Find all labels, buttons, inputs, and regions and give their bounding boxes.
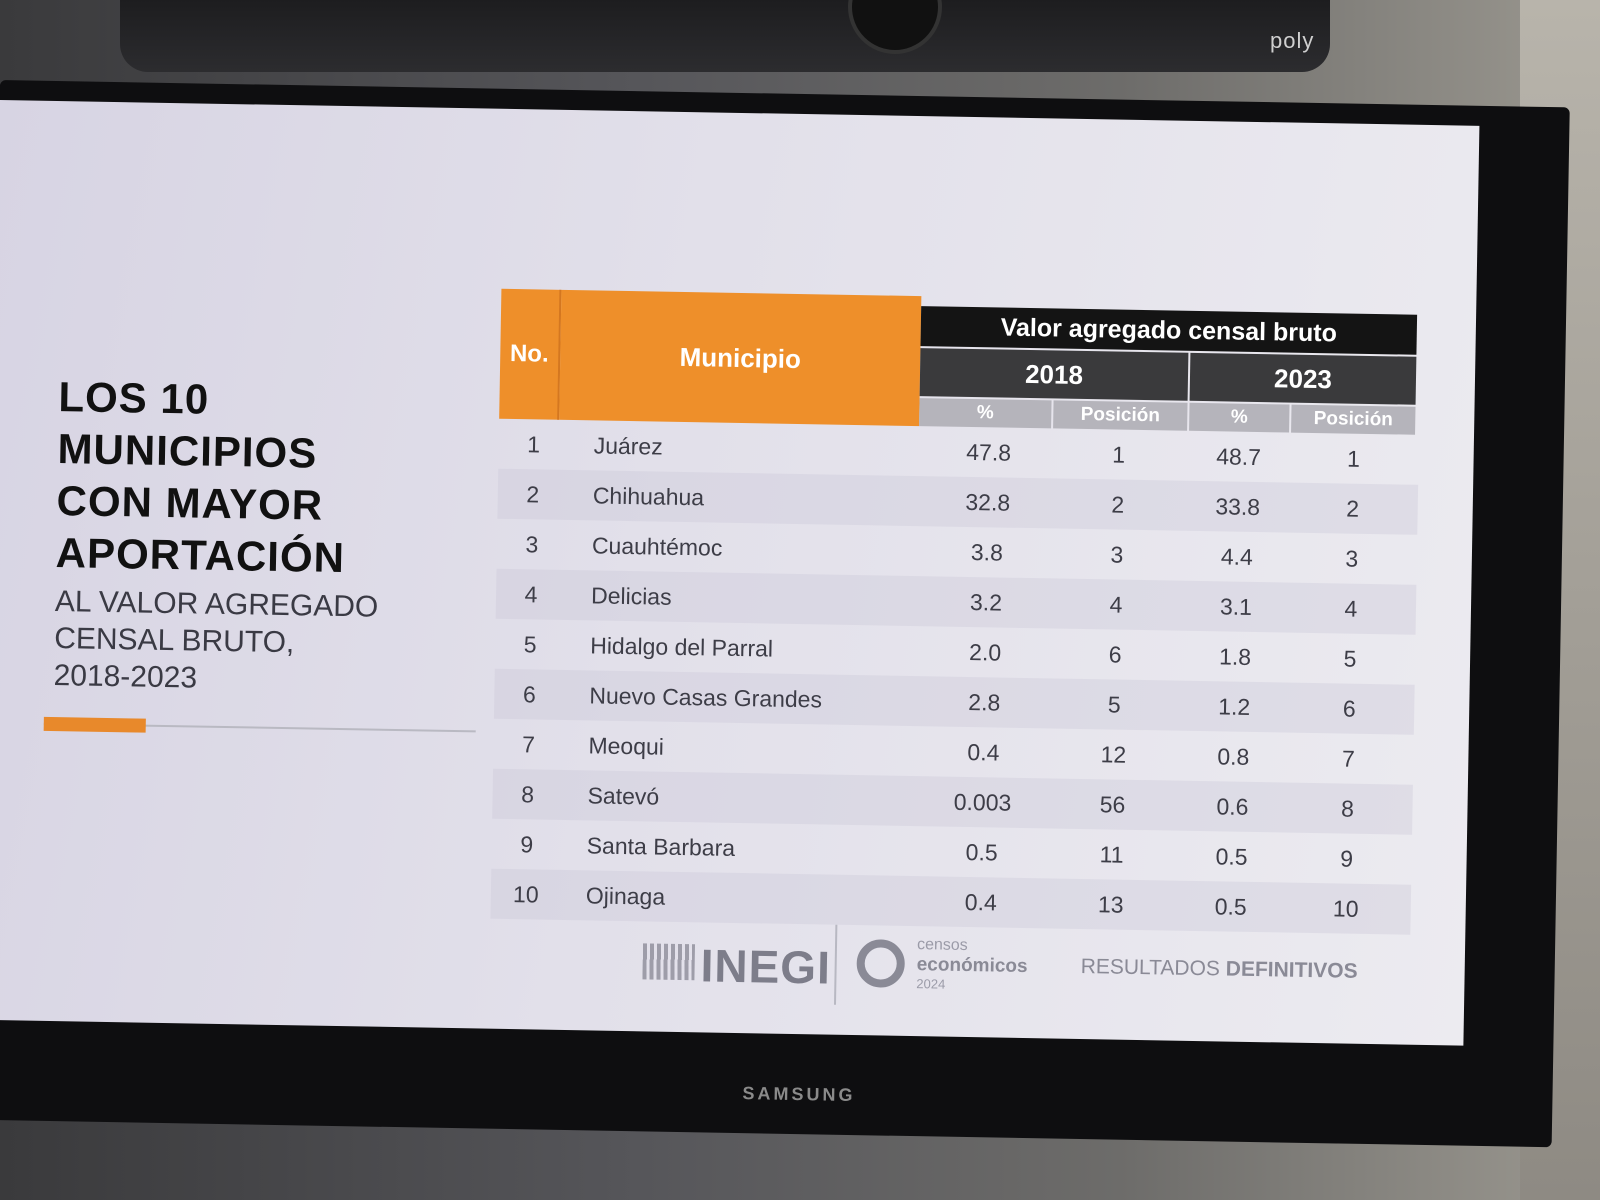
cell-municipio: Hidalgo del Parral xyxy=(589,632,774,662)
cell-pct-2018: 32.8 xyxy=(965,488,1011,516)
definitivos-label: DEFINITIVOS xyxy=(1225,957,1358,983)
footer-divider xyxy=(833,924,838,1005)
tv-brand-logo: SAMSUNG xyxy=(742,1083,856,1106)
slide-footer: INEGI censos económicos 2024 RESULTADOS … xyxy=(634,921,1395,1014)
inegi-logo-icon xyxy=(642,943,696,981)
cell-pct-2018: 47.8 xyxy=(966,438,1012,466)
conference-camera: poly xyxy=(120,0,1330,72)
cell-pct-2018: 3.8 xyxy=(970,539,1004,566)
cell-pct-2018: 0.4 xyxy=(964,888,998,916)
cell-pos-2018: 56 xyxy=(1099,791,1126,818)
slide-bottom-strip xyxy=(112,1037,1364,1046)
censos-economicos-icon xyxy=(856,939,906,988)
camera-brand-logo: poly xyxy=(1270,28,1315,53)
header-no: No. xyxy=(499,288,562,420)
cell-municipio: Juárez xyxy=(593,432,663,460)
cell-no: 10 xyxy=(512,881,539,908)
cell-municipio: Delicias xyxy=(590,582,672,610)
cell-pos-2018: 4 xyxy=(1109,591,1123,618)
cell-municipio: Santa Barbara xyxy=(586,832,736,861)
cell-pct-2023: 1.2 xyxy=(1218,693,1251,720)
header-year-2018: 2018 xyxy=(919,348,1189,401)
inegi-logo-text: INEGI xyxy=(700,939,832,994)
header-municipio: Municipio xyxy=(559,289,922,427)
camera-lens-icon xyxy=(848,0,942,54)
municipios-table: No. Municipio Valor agregado censal brut… xyxy=(490,288,1421,935)
header-year-2023: 2023 xyxy=(1189,352,1417,405)
cell-pos-2023: 2 xyxy=(1346,495,1360,522)
cell-pct-2023: 0.5 xyxy=(1214,893,1247,920)
cell-pos-2023: 9 xyxy=(1339,845,1354,872)
cell-no: 7 xyxy=(521,731,536,758)
cell-pos-2018: 12 xyxy=(1100,741,1127,768)
cell-pct-2018: 2.8 xyxy=(968,688,1001,716)
cell-pct-2023: 3.1 xyxy=(1219,593,1253,620)
cell-pct-2018: 0.003 xyxy=(953,788,1012,816)
censos-label: censos xyxy=(916,936,968,955)
title-accent-bar xyxy=(43,716,146,733)
censos-year-label: 2024 xyxy=(916,976,946,992)
cell-pos-2018: 3 xyxy=(1110,541,1124,568)
cell-no: 2 xyxy=(526,481,540,508)
cell-municipio: Cuauhtémoc xyxy=(591,532,723,561)
header-pos-2023: Posición xyxy=(1291,404,1416,435)
cell-pos-2023: 1 xyxy=(1346,445,1361,472)
cell-pos-2018: 1 xyxy=(1112,441,1126,468)
economicos-label: económicos xyxy=(916,954,1028,978)
cell-pct-2023: 4.4 xyxy=(1220,543,1254,570)
cell-no: 3 xyxy=(525,531,539,558)
cell-municipio: Chihuahua xyxy=(592,482,705,511)
cell-municipio: Satevó xyxy=(587,782,660,810)
header-pct-2023: % xyxy=(1189,402,1290,433)
slide-title-block: LOS 10 MUNICIPIOS CON MAYOR APORTACIÓN A… xyxy=(53,371,479,701)
header-valor-agregado: Valor agregado censal bruto xyxy=(920,306,1418,355)
cell-municipio: Nuevo Casas Grandes xyxy=(589,682,823,713)
resultados-label: RESULTADOS xyxy=(1080,954,1221,981)
cell-pct-2018: 0.5 xyxy=(965,838,998,866)
cell-pct-2018: 0.4 xyxy=(967,738,1000,766)
cell-pct-2023: 48.7 xyxy=(1216,443,1262,471)
cell-no: 8 xyxy=(520,781,535,808)
slide-title: LOS 10 MUNICIPIOS CON MAYOR APORTACIÓN xyxy=(55,373,346,582)
cell-pos-2018: 6 xyxy=(1108,641,1122,668)
cell-pct-2018: 2.0 xyxy=(968,639,1002,666)
cell-municipio: Meoqui xyxy=(588,732,665,760)
cell-pos-2023: 8 xyxy=(1340,795,1355,822)
cell-pos-2023: 6 xyxy=(1342,695,1356,722)
cell-pct-2018: 3.2 xyxy=(969,589,1003,616)
presentation-slide: LOS 10 MUNICIPIOS CON MAYOR APORTACIÓN A… xyxy=(0,99,1480,1046)
cell-no: 4 xyxy=(524,581,538,608)
header-pct-2018: % xyxy=(919,398,1052,429)
cell-pos-2018: 11 xyxy=(1099,841,1124,868)
table-header: No. Municipio Valor agregado censal brut… xyxy=(499,288,1421,435)
cell-pct-2023: 1.8 xyxy=(1218,643,1252,670)
slide-subtitle: AL VALOR AGREGADO CENSAL BRUTO, 2018-202… xyxy=(53,585,379,695)
cell-pos-2023: 5 xyxy=(1343,645,1357,672)
cell-pos-2023: 4 xyxy=(1344,595,1358,622)
cell-pct-2023: 0.8 xyxy=(1217,743,1250,770)
cell-no: 9 xyxy=(520,831,534,858)
cell-pos-2018: 2 xyxy=(1111,491,1125,518)
cell-municipio: Ojinaga xyxy=(585,882,666,910)
header-pos-2018: Posición xyxy=(1053,400,1188,431)
cell-pos-2023: 3 xyxy=(1345,545,1359,572)
cell-no: 6 xyxy=(522,681,536,708)
cell-no: 1 xyxy=(527,431,541,458)
cell-pct-2023: 0.6 xyxy=(1216,793,1249,820)
cell-pct-2023: 33.8 xyxy=(1215,493,1261,521)
cell-pos-2018: 13 xyxy=(1097,891,1124,918)
cell-pos-2023: 7 xyxy=(1341,745,1355,772)
cell-pos-2018: 5 xyxy=(1107,691,1121,718)
cell-pct-2023: 0.5 xyxy=(1215,843,1248,870)
cell-no: 5 xyxy=(523,631,537,658)
television: LOS 10 MUNICIPIOS CON MAYOR APORTACIÓN A… xyxy=(0,80,1570,1148)
cell-pos-2023: 10 xyxy=(1332,895,1359,922)
resultados-definitivos: RESULTADOS DEFINITIVOS xyxy=(1080,955,1357,984)
